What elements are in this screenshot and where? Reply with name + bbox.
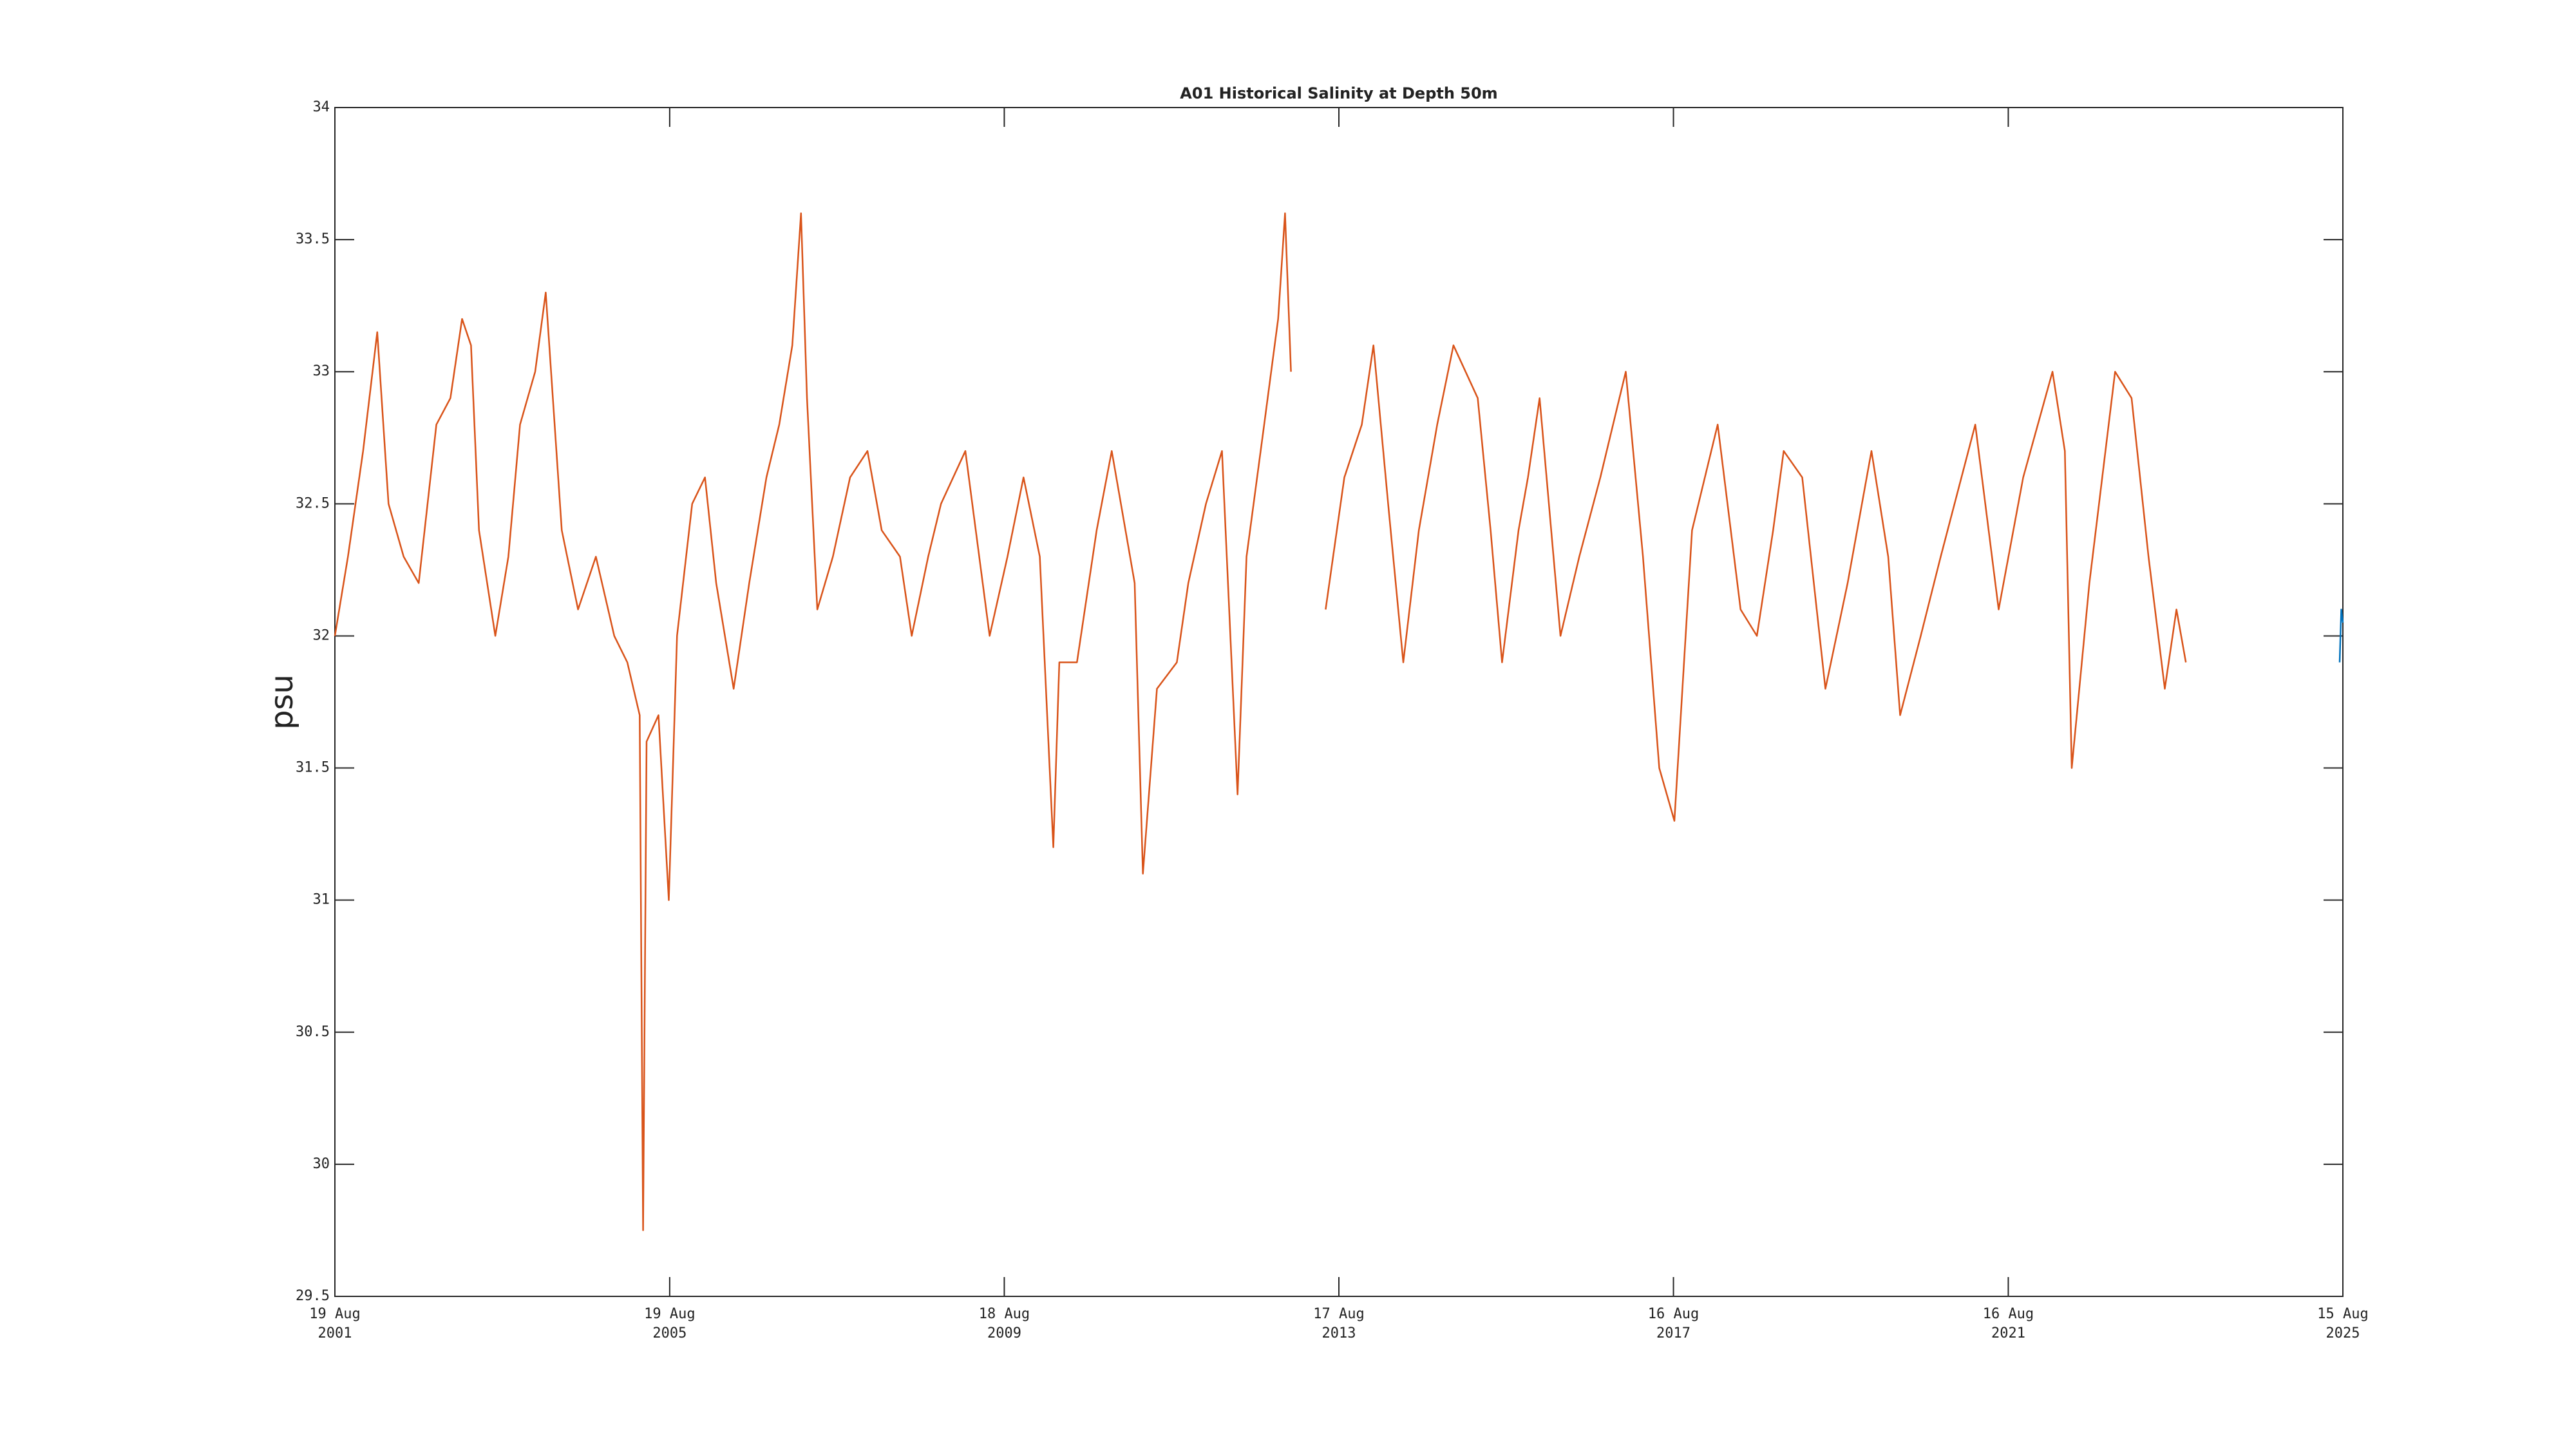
y-tick-label: 31.5 — [296, 760, 330, 776]
x-tick-label: 2005 — [652, 1325, 687, 1341]
y-axis-label: psu — [264, 674, 300, 730]
y-tick-label: 29.5 — [296, 1288, 330, 1304]
y-tick-label: 31 — [313, 892, 330, 908]
y-tick-label: 32 — [313, 627, 330, 643]
x-tick-label: 2001 — [318, 1325, 352, 1341]
x-tick-label: 15 Aug — [2317, 1306, 2368, 1322]
y-tick-label: 34 — [313, 99, 330, 115]
x-tick-label: 19 Aug — [644, 1306, 695, 1322]
x-tick-label: 16 Aug — [1648, 1306, 1699, 1322]
x-tick-label: 19 Aug — [309, 1306, 360, 1322]
x-tick-label: 16 Aug — [1983, 1306, 2034, 1322]
x-tick-label: 2025 — [2326, 1325, 2360, 1341]
x-tick-label: 2013 — [1322, 1325, 1356, 1341]
y-tick-label: 33.5 — [296, 231, 330, 247]
y-tick-label: 33 — [313, 363, 330, 379]
y-tick-label: 30.5 — [296, 1024, 330, 1040]
x-tick-label: 2017 — [1656, 1325, 1690, 1341]
x-tick-label: 2009 — [987, 1325, 1021, 1341]
x-tick-label: 18 Aug — [979, 1306, 1030, 1322]
x-tick-label: 17 Aug — [1313, 1306, 1364, 1322]
data-line — [334, 212, 2187, 1231]
data-line — [2338, 609, 2344, 663]
x-tick-label: 2021 — [1991, 1325, 2025, 1341]
chart-title: A01 Historical Salinity at Depth 50m — [1180, 84, 1497, 102]
y-tick-label: 32.5 — [296, 495, 330, 511]
y-tick-label: 30 — [313, 1156, 330, 1172]
